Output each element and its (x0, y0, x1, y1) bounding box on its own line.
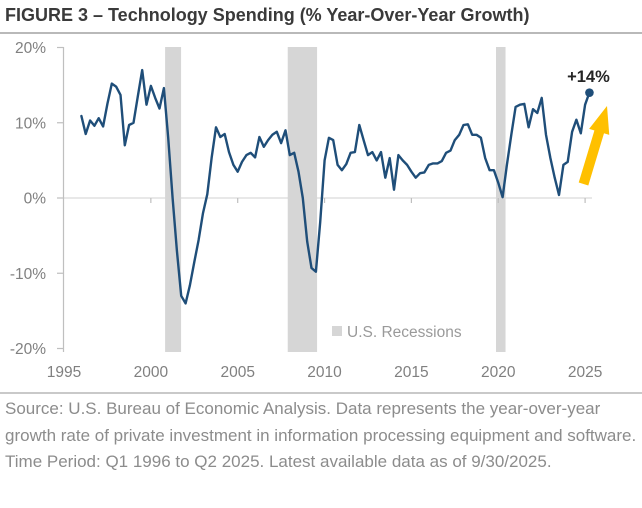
footer-divider (0, 392, 642, 394)
recession-band (495, 47, 506, 352)
title-divider (0, 32, 642, 34)
legend-label-recessions: U.S. Recessions (347, 324, 462, 341)
y-tick-label: -10% (10, 266, 46, 283)
source-note: Source: U.S. Bureau of Economic Analysis… (5, 399, 637, 471)
latest-point-marker (585, 88, 594, 97)
x-tick-label: 2010 (307, 364, 342, 381)
latest-value-label: +14% (567, 68, 610, 86)
x-tick-label: 2000 (134, 364, 169, 381)
x-tick-label: 2020 (481, 364, 516, 381)
figure-title: FIGURE 3 – Technology Spending (% Year-O… (5, 5, 530, 25)
y-tick-label: -20% (10, 341, 46, 358)
legend-swatch-recessions (332, 326, 342, 336)
y-tick-label: 10% (15, 115, 46, 132)
x-tick-label: 2005 (220, 364, 254, 381)
y-tick-label: 0% (24, 191, 47, 208)
trend-arrow-shaft (578, 128, 605, 186)
x-tick-label: 2015 (394, 364, 428, 381)
trend-arrow-head (589, 106, 610, 135)
x-tick-label: 1995 (47, 364, 81, 381)
data-line-series (80, 68, 591, 305)
x-tick-label: 2025 (568, 364, 602, 381)
y-tick-label: 20% (15, 40, 46, 57)
technology-spending-line-chart: 20% 10% 0% -10% -20%1995 2000 2005 2010 2015 2020… (10, 40, 610, 381)
